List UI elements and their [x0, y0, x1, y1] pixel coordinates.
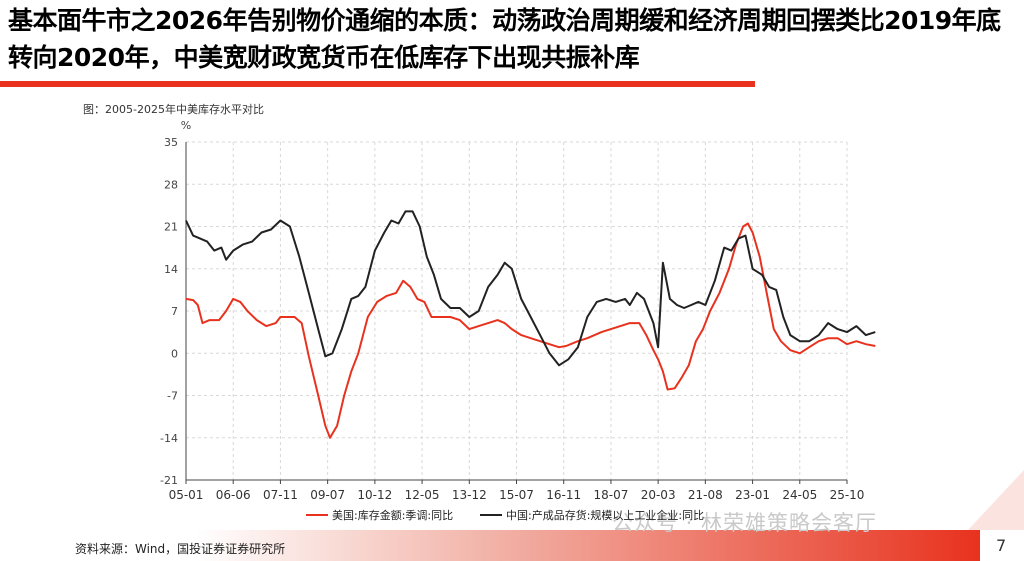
y-tick-label: -7	[167, 390, 178, 403]
y-tick-label: 28	[164, 178, 178, 191]
x-tick-label: 09-07	[310, 488, 345, 502]
title-underline	[0, 81, 755, 87]
y-axis-unit: %	[181, 119, 191, 132]
slide-title: 基本面牛市之2026年告别物价通缩的本质：动荡政治周期缓和经济周期回摆类比201…	[8, 6, 1001, 72]
y-tick-label: 14	[164, 263, 178, 276]
y-tick-label: 21	[164, 221, 178, 234]
page-number: 7	[996, 536, 1007, 555]
footer-bar	[0, 530, 980, 561]
y-tick-label: 7	[171, 305, 178, 318]
y-tick-label: -14	[160, 432, 178, 445]
x-tick-label: 24-05	[782, 488, 817, 502]
x-tick-label: 05-01	[169, 488, 204, 502]
x-tick-label: 18-07	[593, 488, 628, 502]
x-tick-label: 07-11	[263, 488, 298, 502]
legend-label-us: 美国:库存金额:季调:同比	[332, 508, 453, 522]
y-tick-label: -21	[160, 474, 178, 487]
series-line-cn	[185, 210, 876, 367]
x-tick-label: 20-03	[641, 488, 676, 502]
legend-label-cn: 中国:产成品存货:规模以上工业企业:同比	[506, 508, 704, 522]
source-note: 资料来源：Wind，国投证券证券研究所	[75, 542, 286, 556]
corner-decoration	[968, 470, 1024, 530]
x-tick-label: 15-07	[499, 488, 534, 502]
x-tick-label: 23-01	[735, 488, 770, 502]
x-tick-label: 16-11	[546, 488, 581, 502]
x-tick-label: 10-12	[357, 488, 392, 502]
y-tick-label: 35	[164, 136, 178, 149]
x-tick-label: 25-10	[830, 488, 865, 502]
x-tick-label: 13-12	[452, 488, 487, 502]
figure-label: 图：2005-2025年中美库存水平对比	[83, 103, 264, 116]
watermark: 公众号 · 林荣雄策略会客厅	[612, 511, 878, 535]
series-line-us	[185, 222, 876, 439]
x-tick-label: 06-06	[216, 488, 251, 502]
y-tick-label: 0	[171, 347, 178, 360]
x-tick-label: 12-05	[405, 488, 440, 502]
x-tick-label: 21-08	[688, 488, 723, 502]
